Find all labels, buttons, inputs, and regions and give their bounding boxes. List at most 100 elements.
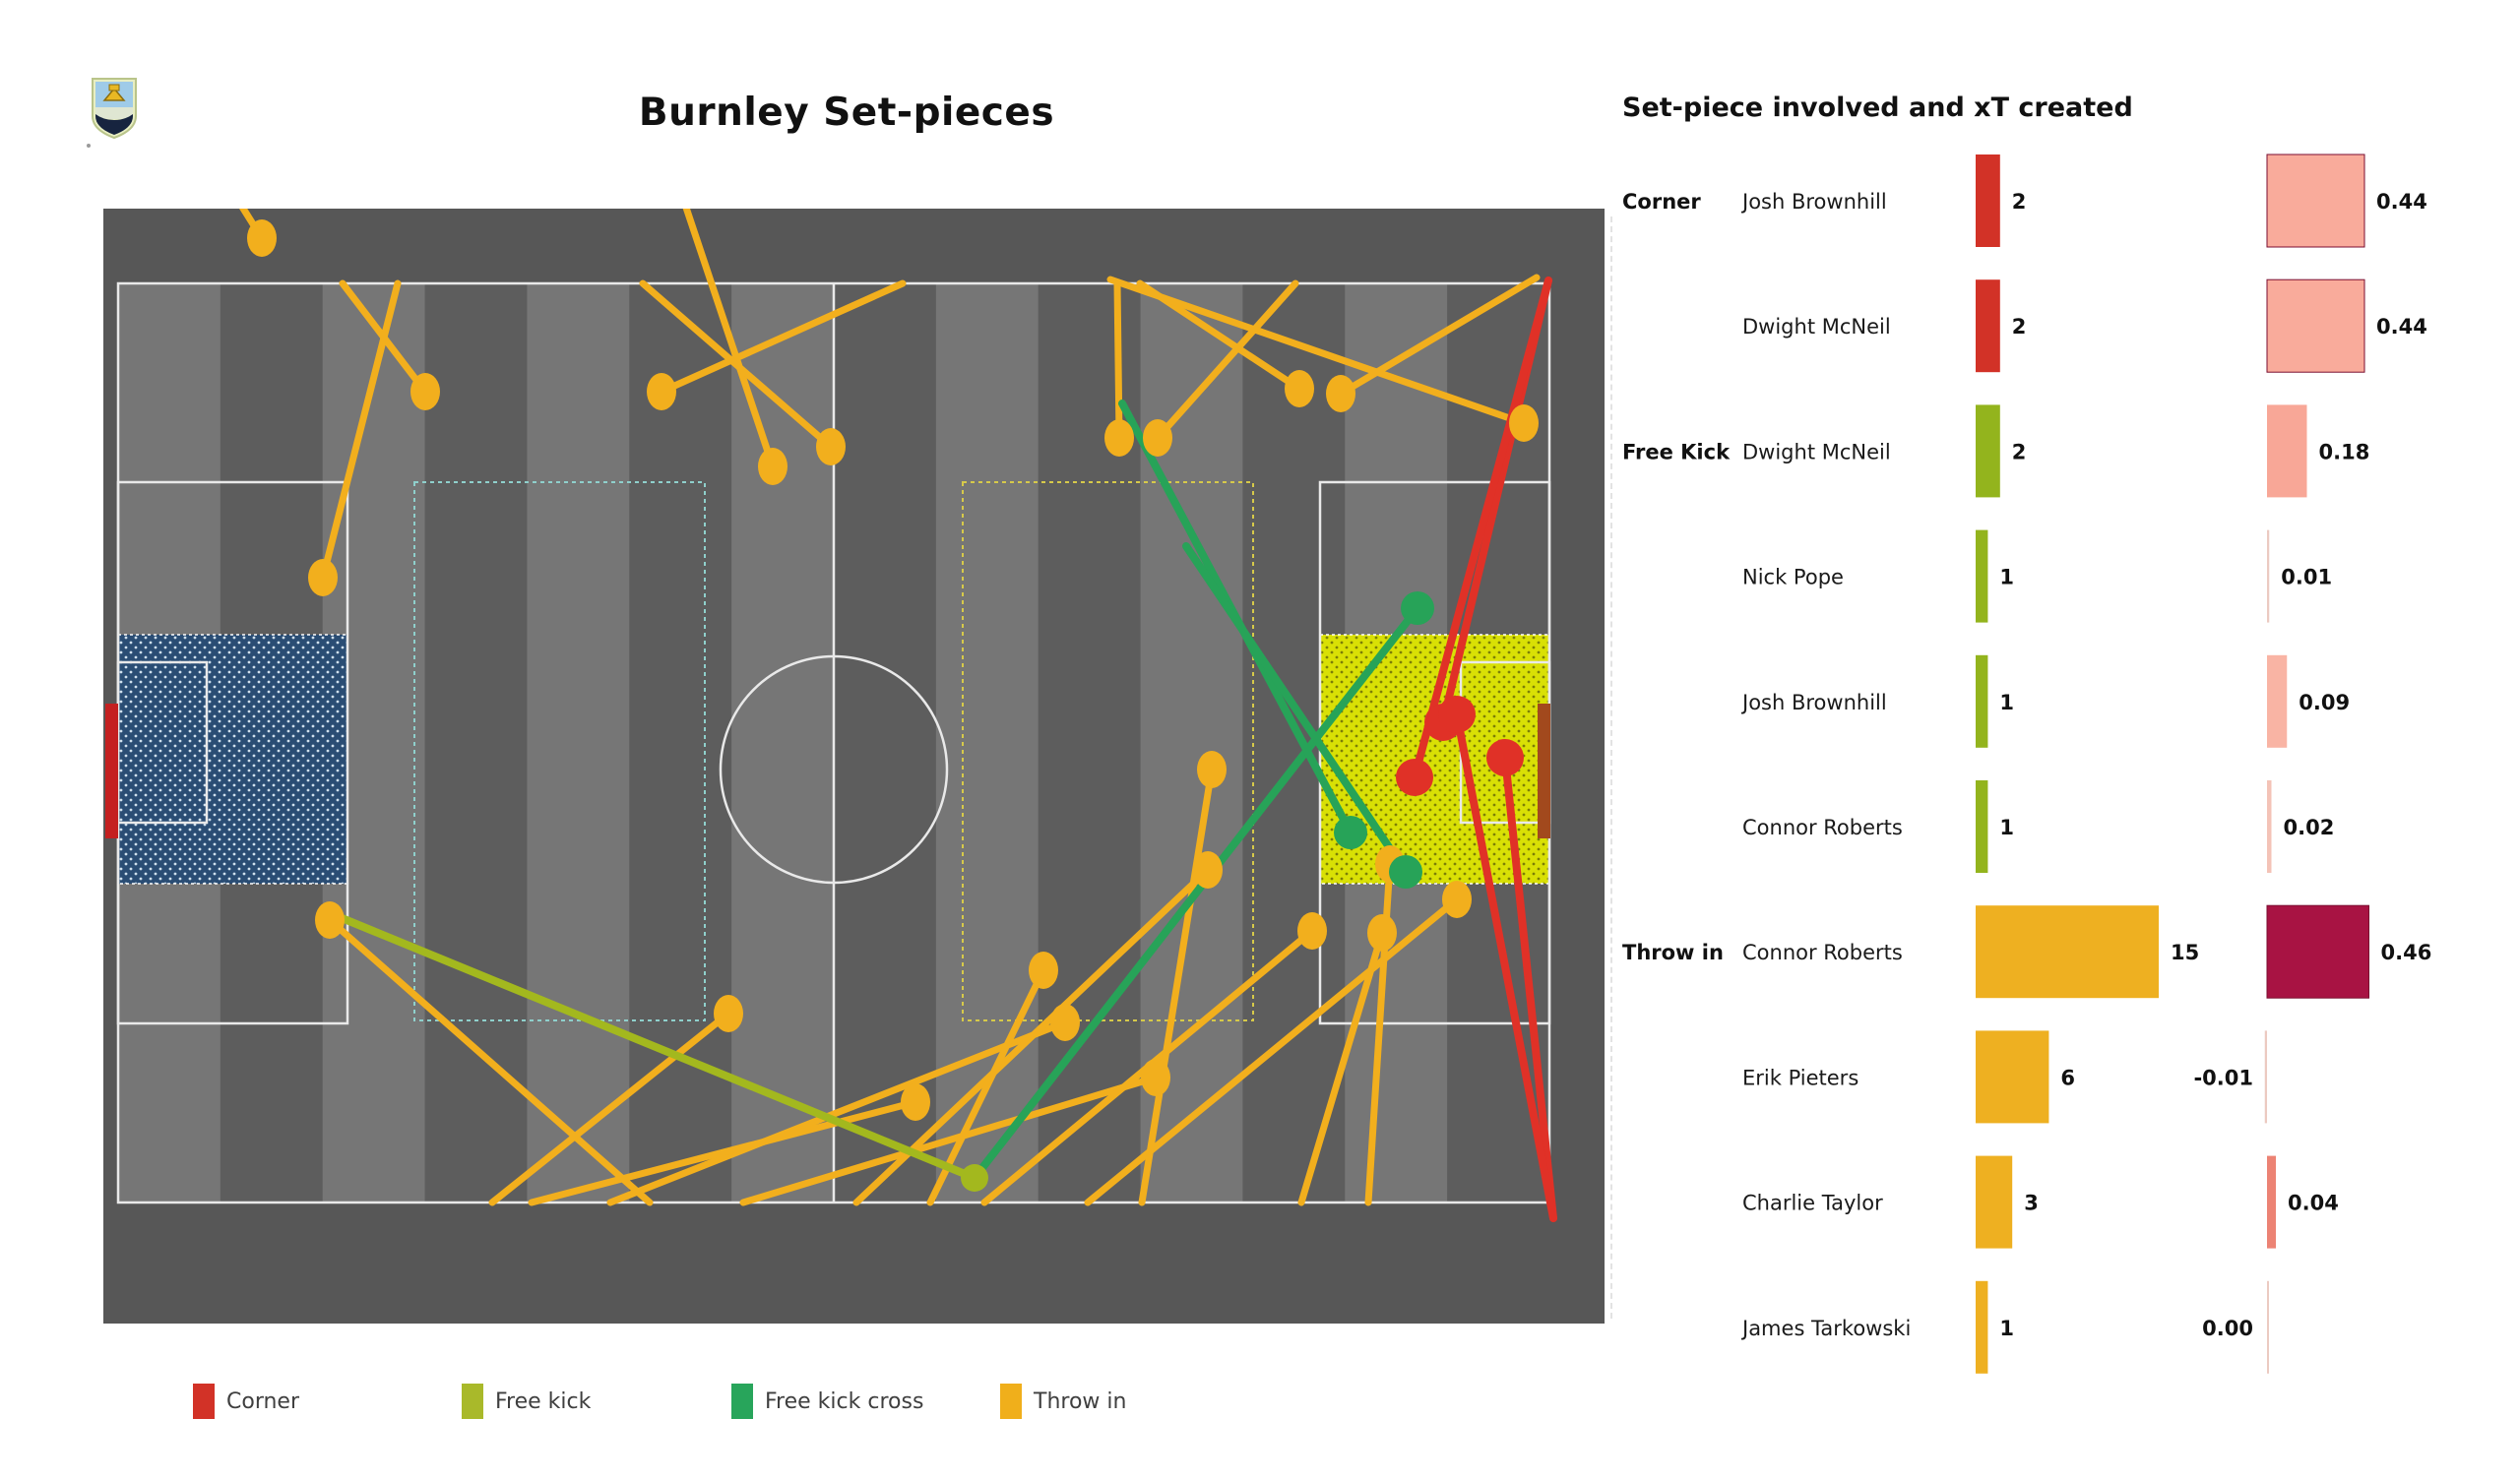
throw_in-line [326,916,654,1206]
count-value: 2 [2012,315,2027,339]
throw-in-marker [1193,851,1223,889]
pitch-stripe [629,283,732,1202]
legend-label: Free kick cross [765,1388,924,1414]
right-half-zone [962,481,1254,1021]
throw-in-marker [410,373,440,410]
corner-line [1411,277,1552,781]
center-circle [719,654,949,885]
throw-in-marker [901,1083,930,1121]
pitch-stripe [731,283,835,1202]
throw_in-line [1106,276,1528,427]
badge-crown [108,84,120,92]
corner-line [1501,754,1557,1222]
left-goal [105,704,118,838]
count-bar [1976,154,2000,247]
player-name: Connor Roberts [1742,941,1903,964]
throw_in-line [1113,279,1123,442]
legend-item-free-kick-cross: Free kick cross [731,1384,923,1419]
throw_in-line [852,866,1212,1206]
throw_in-line [739,1074,1160,1206]
corner-marker [1438,696,1476,733]
player-name: Connor Roberts [1742,816,1903,839]
count-value: 1 [1999,566,2014,589]
throw-in-marker [1509,404,1539,442]
throw_in-line [528,1098,919,1206]
throw-in-marker [1285,370,1314,407]
player-name: Josh Brownhill [1740,190,1887,214]
right-goal [1538,704,1550,838]
xt-bar [2266,904,2369,999]
legend-item-free-kick: Free kick [462,1384,591,1419]
player-name: Josh Brownhill [1740,691,1887,714]
free_kick-line [331,911,978,1182]
throw-in-marker [816,428,846,465]
count-bar [1976,780,1988,873]
legend-label: Free kick [495,1388,592,1414]
throw_in-line [488,1010,732,1206]
throw-in-marker [1141,1059,1170,1096]
xt-bar [2267,404,2307,498]
xt-bar [2266,154,2365,248]
xt-bar [2267,1155,2276,1249]
pitch-stripe [424,283,528,1202]
legend-swatch [462,1384,483,1419]
count-bar [1976,1030,2049,1124]
throw-in-marker [1367,914,1397,952]
player-name: Erik Pieters [1742,1066,1858,1089]
xt-value: 0.46 [2381,941,2432,964]
throw-in-marker [1197,751,1227,788]
corner-marker [1486,739,1524,776]
throw_in-line [639,279,835,451]
pitch-stripe [527,283,630,1202]
throw-in-marker [758,448,788,485]
badge-crest [102,87,126,101]
free-kick-cross-marker [1401,591,1434,625]
throw-in-marker [1326,375,1355,412]
throw-in-marker [1104,419,1134,457]
free-kick-marker [961,1164,988,1192]
legend-swatch [731,1384,753,1419]
throw_in-line [1297,929,1386,1206]
count-bar [1976,404,2000,498]
xt-value: -0.01 [2193,1066,2253,1089]
xt-bar [2267,780,2272,873]
throw-in-marker [647,373,676,410]
count-value: 15 [2171,941,2199,964]
throw-in-marker [308,559,338,596]
count-value: 3 [2024,1192,2039,1215]
legend-swatch [193,1384,215,1419]
count-bar [1976,1280,1988,1374]
player-name: James Tarkowski [1740,1317,1911,1340]
legend-swatch [1000,1384,1022,1419]
badge-navy [95,114,133,135]
corner-line [1453,710,1557,1222]
throw-in-marker [1297,912,1327,950]
legend-item-corner: Corner [193,1384,299,1419]
throw_in-line [319,279,402,582]
xt-bar [2267,654,2288,748]
throw-in-marker [714,995,743,1032]
throw_in-line [1154,279,1299,442]
stray-mark [87,144,91,148]
xt-bar [2266,278,2365,373]
xt-value: 0.44 [2376,190,2427,214]
count-value: 6 [2060,1066,2075,1089]
corner-marker [1396,759,1433,796]
xt-value: 0.09 [2299,691,2350,714]
xt-value: 0.02 [2284,816,2335,839]
count-value: 1 [1999,1317,2014,1340]
count-value: 2 [2012,190,2027,214]
free-kick-cross-marker [1389,855,1422,889]
burnley-club-badge [92,78,137,140]
page-title: Burnley Set-pieces [638,91,1055,135]
throw_in-line [606,1018,1069,1206]
count-bar [1976,905,2159,999]
xt-value: 0.44 [2376,315,2427,339]
count-bar [1976,529,1988,623]
throw-in-marker [315,901,345,939]
chart-title: Set-piece involved and xT created [1622,92,2133,123]
count-value: 2 [2012,440,2027,463]
pitch-stripe [834,283,937,1202]
count-bar [1976,654,1988,748]
legend-label: Corner [226,1388,300,1414]
